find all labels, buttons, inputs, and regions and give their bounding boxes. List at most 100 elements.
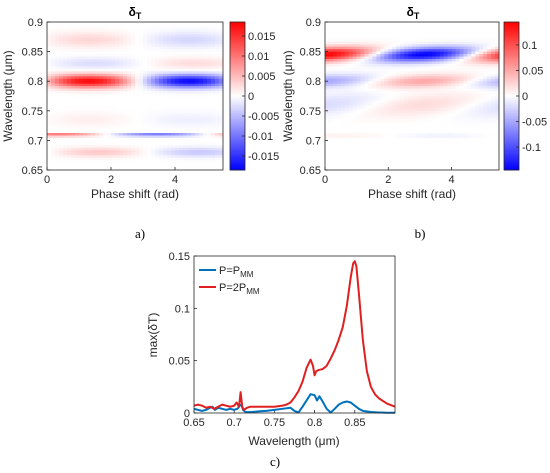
heatmap-cell [119, 51, 124, 55]
heatmap-cell [455, 113, 460, 117]
heatmap-cell [455, 98, 460, 102]
heatmap-cell [487, 140, 492, 144]
heatmap-cell [175, 123, 180, 126]
heatmap-cell [175, 137, 180, 141]
heatmap-cell [195, 137, 200, 141]
colorbar-swatch [230, 121, 245, 124]
heatmap-cell [47, 125, 52, 129]
heatmap-cell [159, 152, 164, 156]
heatmap-cell [459, 140, 464, 144]
heatmap-cell [143, 66, 148, 70]
heatmap-cell [431, 63, 437, 67]
heatmap-cell [372, 81, 377, 85]
heatmap-cell [131, 59, 136, 62]
heatmap-cell [95, 88, 100, 92]
heatmap-cell [340, 98, 346, 102]
heatmap-cell [183, 162, 188, 166]
heatmap-cell [143, 59, 148, 62]
heatmap-cell [344, 22, 350, 25]
heatmap-cell [71, 36, 76, 40]
heatmap-cell [328, 120, 334, 124]
heatmap-cell [103, 140, 108, 144]
heatmap-cell [55, 61, 60, 65]
heatmap-cell [412, 24, 417, 28]
heatmap-cell [83, 120, 88, 124]
heatmap-cell [215, 123, 220, 126]
heatmap-cell [127, 29, 132, 33]
heatmap-cell [191, 46, 196, 50]
heatmap-cell [71, 71, 76, 75]
heatmap-cell [439, 68, 444, 72]
heatmap-cell [115, 167, 120, 171]
heatmap-cell [83, 78, 88, 82]
heatmap-cell [199, 26, 204, 30]
heatmap-cell [487, 22, 492, 25]
heatmap-cell [135, 49, 140, 52]
colorbar-tick-label: -0.01 [248, 131, 273, 143]
heatmap-cell [63, 93, 68, 97]
colorbar-swatch [230, 138, 245, 141]
heatmap-cell [199, 140, 204, 144]
heatmap-cell [415, 93, 421, 97]
heatmap-cell [368, 59, 373, 62]
heatmap-cell [51, 54, 56, 57]
heatmap-cell [71, 130, 76, 134]
heatmap-cell [51, 100, 56, 104]
heatmap-cell [179, 118, 184, 122]
heatmap-cell [348, 46, 354, 50]
heatmap-cell [71, 147, 76, 151]
heatmap-cell [183, 167, 188, 171]
heatmap-cell [344, 49, 350, 52]
heatmap-cell [87, 73, 92, 77]
heatmap-cell [99, 24, 104, 28]
heatmap-cell [463, 113, 468, 117]
heatmap-cell [483, 59, 488, 62]
heatmap-cell [336, 145, 342, 149]
heatmap-cell [356, 93, 361, 97]
heatmap-cell [79, 68, 84, 72]
heatmap-cell [400, 118, 405, 122]
heatmap-cell [340, 133, 346, 136]
heatmap-cell [119, 29, 124, 33]
heatmap-cell [332, 73, 338, 77]
heatmap-cell [380, 44, 385, 48]
heatmap-cell [199, 91, 204, 94]
heatmap-cell [47, 93, 52, 97]
heatmap-cell [483, 135, 488, 139]
heatmap-cell [71, 83, 76, 87]
heatmap-cell [167, 115, 172, 119]
heatmap-cell [159, 54, 164, 57]
heatmap-cell [211, 142, 216, 146]
heatmap-cell [336, 128, 342, 131]
heatmap-cell [400, 103, 405, 107]
heatmap-cell [207, 108, 212, 112]
heatmap-cell [103, 83, 108, 87]
heatmap-cell [427, 133, 433, 136]
heatmap-cell [495, 44, 500, 48]
heatmap-cell [203, 59, 208, 62]
heatmap-cell [175, 76, 180, 80]
heatmap-cell [325, 135, 330, 139]
heatmap-cell [155, 160, 160, 163]
heatmap-cell [175, 147, 180, 151]
heatmap-cell [207, 135, 212, 139]
heatmap-cell [99, 44, 104, 48]
heatmap-cell [139, 34, 144, 38]
heatmap-cell [487, 105, 492, 109]
heatmap-cell [147, 157, 152, 161]
heatmap-cell [83, 128, 88, 131]
heatmap-cell [332, 91, 338, 94]
heatmap-cell [87, 162, 92, 166]
heatmap-cell [203, 46, 208, 50]
heatmap-cell [195, 56, 200, 60]
heatmap-cell [59, 31, 64, 35]
heatmap-cell [219, 41, 224, 45]
heatmap-cell [207, 128, 212, 131]
heatmap-cell [396, 88, 401, 92]
heatmap-cell [332, 86, 338, 89]
heatmap-cell [427, 36, 433, 40]
heatmap-cell [463, 61, 468, 65]
heatmap-cell [471, 100, 476, 104]
heatmap-cell [107, 152, 112, 156]
heatmap-cell [491, 115, 496, 119]
